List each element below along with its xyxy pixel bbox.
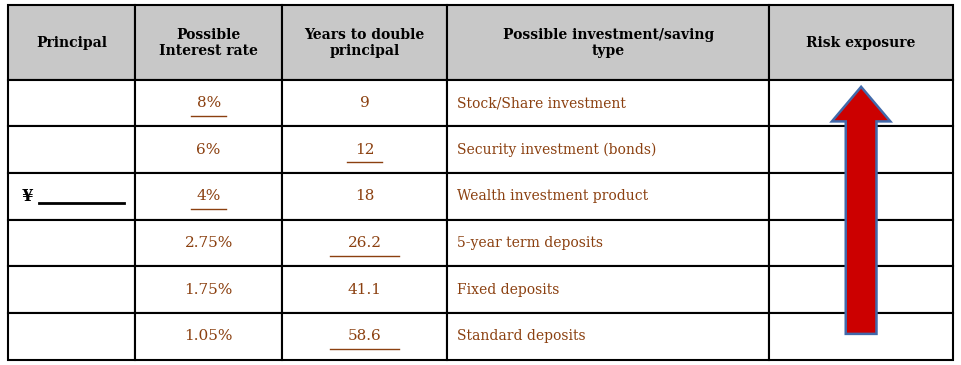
Bar	[448, 126, 769, 173]
Bar	[136, 126, 282, 173]
Text: 8%: 8%	[196, 96, 221, 110]
Bar	[282, 313, 448, 360]
Bar	[769, 173, 953, 220]
Bar	[136, 173, 282, 220]
Bar	[448, 126, 769, 173]
Text: Risk exposure: Risk exposure	[806, 36, 916, 50]
Bar	[282, 220, 448, 266]
Text: 58.6: 58.6	[348, 329, 382, 343]
Bar	[448, 266, 769, 313]
Bar	[8, 126, 136, 173]
Bar	[8, 313, 136, 360]
Bar	[136, 5, 282, 80]
Bar	[8, 266, 136, 313]
Bar	[136, 173, 282, 220]
Bar	[769, 313, 953, 360]
Text: ¥: ¥	[22, 188, 34, 205]
Bar	[769, 126, 953, 173]
Bar	[8, 313, 136, 360]
FancyArrow shape	[832, 87, 890, 334]
Text: Wealth investment product: Wealth investment product	[457, 189, 648, 203]
Bar	[282, 220, 448, 266]
Bar	[448, 173, 769, 220]
Bar	[448, 220, 769, 266]
Bar	[282, 313, 448, 360]
Bar	[136, 266, 282, 313]
Bar	[136, 313, 282, 360]
Text: 18: 18	[355, 189, 375, 203]
Text: 1.05%: 1.05%	[185, 329, 233, 343]
Bar	[8, 173, 136, 220]
Bar	[769, 126, 953, 173]
Text: 4%: 4%	[196, 189, 221, 203]
Text: 6%: 6%	[196, 143, 221, 157]
Bar	[136, 80, 282, 126]
Bar	[136, 266, 282, 313]
Bar	[448, 266, 769, 313]
Bar	[282, 126, 448, 173]
Text: Security investment (bonds): Security investment (bonds)	[457, 143, 656, 157]
Bar	[136, 5, 282, 80]
Bar	[769, 220, 953, 266]
Bar	[769, 266, 953, 313]
Bar	[769, 5, 953, 80]
Text: 26.2: 26.2	[348, 236, 382, 250]
Text: Standard deposits: Standard deposits	[457, 329, 585, 343]
Text: Possible investment/saving
type: Possible investment/saving type	[503, 27, 714, 58]
Bar	[8, 173, 136, 220]
Bar	[282, 5, 448, 80]
Text: 1.75%: 1.75%	[185, 283, 233, 297]
Bar	[282, 266, 448, 313]
Bar	[282, 173, 448, 220]
Bar	[769, 220, 953, 266]
Bar	[8, 220, 136, 266]
Bar	[282, 126, 448, 173]
Bar	[769, 173, 953, 220]
Bar	[769, 80, 953, 126]
Bar	[8, 5, 136, 80]
Bar	[136, 80, 282, 126]
Bar	[8, 5, 136, 80]
Bar	[448, 313, 769, 360]
Bar	[769, 5, 953, 80]
Bar	[448, 80, 769, 126]
Text: 41.1: 41.1	[348, 283, 382, 297]
Bar	[8, 126, 136, 173]
Bar	[136, 313, 282, 360]
Text: 5-year term deposits: 5-year term deposits	[457, 236, 603, 250]
Bar	[769, 313, 953, 360]
Text: Stock/Share investment: Stock/Share investment	[457, 96, 626, 110]
Bar	[8, 80, 136, 126]
Bar	[448, 173, 769, 220]
Text: 12: 12	[355, 143, 375, 157]
Text: Years to double
principal: Years to double principal	[305, 27, 425, 58]
Bar	[8, 220, 136, 266]
Bar	[448, 5, 769, 80]
Text: 9: 9	[359, 96, 370, 110]
Bar	[136, 220, 282, 266]
Text: Principal: Principal	[36, 36, 107, 50]
Bar	[448, 220, 769, 266]
Bar	[448, 313, 769, 360]
Text: Fixed deposits: Fixed deposits	[457, 283, 559, 297]
Bar	[448, 80, 769, 126]
Bar	[282, 80, 448, 126]
Bar	[136, 220, 282, 266]
Bar	[769, 266, 953, 313]
Bar	[8, 266, 136, 313]
Bar	[769, 80, 953, 126]
Bar	[282, 80, 448, 126]
Bar	[8, 80, 136, 126]
Bar	[282, 266, 448, 313]
Bar	[448, 5, 769, 80]
Bar	[282, 5, 448, 80]
Text: 2.75%: 2.75%	[185, 236, 233, 250]
Bar	[282, 173, 448, 220]
Bar	[136, 126, 282, 173]
Text: Possible
Interest rate: Possible Interest rate	[160, 27, 259, 58]
